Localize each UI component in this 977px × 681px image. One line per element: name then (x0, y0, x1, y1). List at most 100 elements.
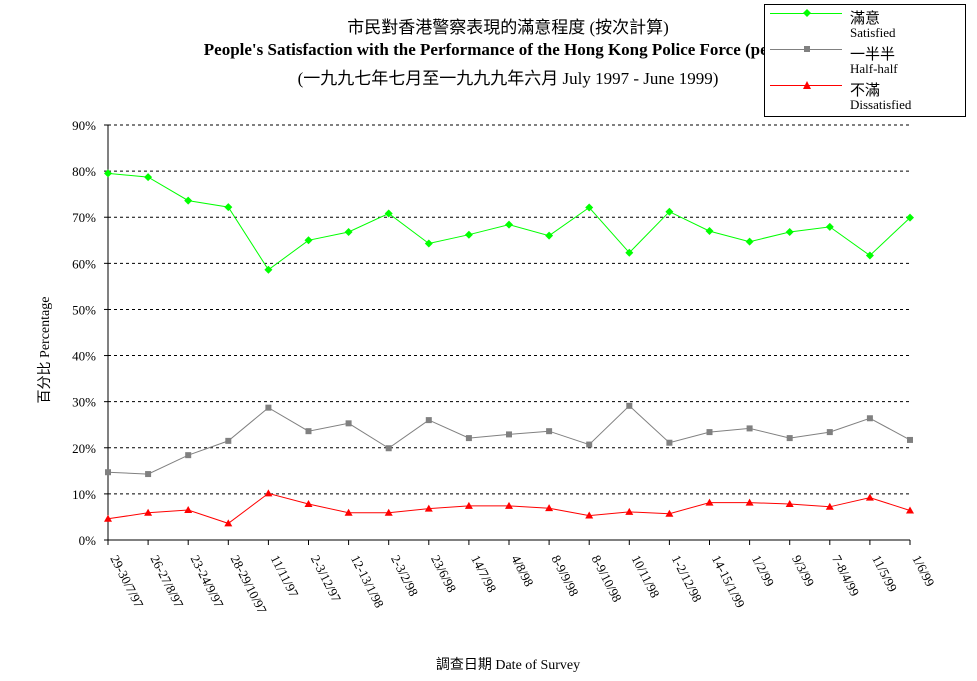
data-point (706, 429, 713, 436)
data-point (225, 437, 232, 444)
x-tick-label: 11/5/99 (869, 553, 900, 595)
y-tick-label: 40% (72, 349, 96, 364)
y-tick-label: 60% (72, 256, 96, 271)
legend-item-satisfied: 滿意 Satisfied (765, 5, 965, 41)
x-tick-label: 2-3/12/97 (308, 553, 345, 605)
legend-item-half-half: 一半半 Half-half (765, 41, 965, 77)
data-point (625, 248, 634, 257)
data-point (224, 203, 233, 212)
data-point (745, 237, 754, 246)
data-point (665, 207, 674, 216)
y-tick-label: 70% (72, 210, 96, 225)
data-point (585, 203, 594, 212)
data-point (464, 501, 473, 509)
x-tick-label: 4/8/98 (508, 553, 536, 589)
data-point (305, 428, 312, 435)
data-point (104, 169, 112, 178)
data-point (144, 173, 153, 182)
chart-title-english: People's Satisfaction with the Performan… (203, 40, 813, 59)
square-marker-icon (804, 46, 810, 52)
data-point (184, 506, 193, 514)
x-tick-label: 9/3/99 (789, 553, 817, 589)
data-point (865, 251, 874, 260)
y-tick-label: 90% (72, 118, 96, 133)
x-tick-label: 26-27/8/97 (147, 553, 186, 611)
legend-label-en: Half-half (850, 61, 898, 76)
data-point (545, 231, 554, 240)
y-tick-label: 10% (72, 487, 96, 502)
data-point (265, 404, 272, 411)
data-point (465, 435, 472, 442)
x-tick-label: 1/6/99 (909, 553, 937, 589)
data-point (786, 435, 793, 442)
data-point (866, 415, 873, 422)
data-point (705, 227, 714, 236)
data-point (424, 504, 433, 512)
data-point (825, 222, 834, 231)
diamond-marker-icon (803, 9, 811, 17)
data-point (264, 265, 273, 274)
data-point (906, 213, 914, 222)
data-point (545, 504, 554, 512)
data-point (865, 493, 874, 501)
x-tick-label: 23-24/9/97 (188, 553, 227, 611)
x-tick-label: 2-3/2/98 (388, 553, 421, 599)
triangle-marker-icon (803, 81, 811, 89)
data-point (185, 452, 192, 459)
legend-label-zh: 一半半 (850, 47, 896, 63)
x-tick-label: 28-29/10/97 (228, 553, 270, 617)
data-point (425, 417, 432, 424)
data-point (745, 498, 754, 506)
data-point (304, 500, 313, 508)
chart-subtitle-period: (一九九七年七月至一九九九年六月 July 1997 - June 1999) (297, 69, 719, 88)
legend-label-zh: 滿意 (850, 11, 881, 27)
data-point (907, 436, 913, 443)
data-point (224, 519, 233, 527)
y-tick-label: 30% (72, 395, 96, 410)
x-tick-label: 1/2/99 (749, 553, 777, 589)
legend-label-zh: 不滿 (850, 83, 881, 99)
data-point (464, 230, 473, 239)
data-point (826, 429, 833, 436)
data-point (626, 402, 633, 409)
data-point (424, 239, 433, 248)
x-tick-label: 10/11/98 (629, 553, 663, 601)
data-point (344, 508, 353, 516)
x-tick-label: 11/11/97 (268, 553, 302, 601)
x-tick-label: 14/7/98 (468, 553, 499, 595)
chart-title-chinese: 市民對香港警察表現的滿意程度 (按次計算) (347, 18, 669, 37)
x-tick-label: 23/6/98 (428, 553, 459, 595)
data-point (385, 445, 392, 452)
data-point (585, 511, 594, 519)
data-point (184, 196, 193, 205)
data-point (586, 441, 593, 448)
data-point (505, 501, 513, 509)
data-point (264, 489, 273, 497)
data-point (785, 500, 794, 508)
x-tick-label: 29-30/7/97 (107, 553, 146, 611)
y-tick-label: 0% (79, 533, 97, 548)
x-tick-label: 7-8/4/99 (829, 553, 862, 599)
data-point (344, 227, 353, 236)
chart-legend: 滿意 Satisfied 一半半 Half-half 不滿 Dissatisfi… (764, 4, 966, 117)
y-tick-label: 20% (72, 441, 96, 456)
data-point (666, 439, 673, 446)
x-tick-label: 14-15/1/99 (709, 553, 748, 611)
data-point (705, 498, 714, 506)
x-tick-label: 8-9/10/98 (589, 553, 625, 605)
data-point (384, 508, 393, 516)
x-tick-label: 8-9/9/98 (548, 553, 581, 599)
y-tick-label: 80% (72, 164, 96, 179)
data-point (746, 425, 753, 432)
data-point (105, 469, 111, 476)
y-axis-label: 百分比 Percentage (38, 296, 53, 404)
data-point (665, 509, 674, 517)
data-point (384, 209, 393, 218)
data-point (144, 508, 153, 516)
data-point (505, 220, 513, 229)
data-point (625, 507, 634, 515)
x-tick-label: 12-13/1/98 (348, 553, 387, 611)
legend-item-dissatisfied: 不滿 Dissatisfied (765, 77, 965, 113)
data-point (506, 431, 512, 438)
data-point (546, 428, 553, 435)
